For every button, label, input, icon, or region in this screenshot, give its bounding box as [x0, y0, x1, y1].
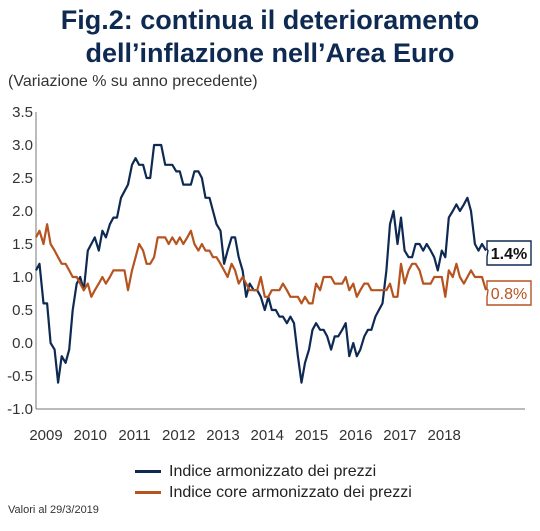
end-label-headline: 1.4% [491, 246, 527, 263]
chart-title-line1: Fig.2: continua il deterioramento [60, 5, 480, 35]
y-tick-label: 2.5 [12, 170, 33, 187]
x-tick-label: 2012 [162, 427, 195, 444]
legend-label-headline: Indice armonizzato dei prezzi [169, 462, 377, 480]
end-callout-core [486, 280, 532, 306]
x-tick-label: 2010 [74, 427, 107, 444]
x-tick-label: 2013 [206, 427, 239, 444]
series-line-core [35, 223, 488, 305]
legend-swatch-headline [135, 470, 161, 473]
end-callout-headline [486, 240, 532, 266]
chart-title: Fig.2: continua il deterioramento dell’i… [0, 4, 540, 70]
y-tick-label: -1.0 [7, 401, 33, 418]
legend-item-core: Indice core armonizzato dei prezzi [135, 482, 412, 503]
end-labels: 1.4% 0.8% [486, 240, 532, 306]
chart-title-line2: dell’inflazione nell’Area Euro [85, 38, 455, 68]
series-line-headline [35, 143, 487, 384]
y-tick-label: 1.5 [12, 236, 33, 253]
legend-swatch-core [135, 491, 161, 494]
y-tick-label: 0.5 [12, 302, 33, 319]
series-lines [35, 143, 488, 384]
y-tick-label: 1.0 [12, 269, 33, 286]
y-tick-label: 0.0 [12, 335, 33, 352]
y-tick-labels: 3.5 3.0 2.5 2.0 1.5 1.0 0.5 0.0 -0.5 -1.0 [7, 104, 33, 418]
footer-note: Valori al 29/3/2019 [8, 504, 99, 516]
y-tick-label: 2.0 [12, 203, 33, 220]
chart-subtitle: (Variazione % su anno precedente) [8, 73, 258, 90]
x-tick-label: 2016 [339, 427, 372, 444]
x-tick-label: 2015 [295, 427, 328, 444]
x-tick-label: 2011 [118, 427, 150, 444]
y-tick-label: 3.5 [12, 104, 33, 121]
x-tick-label: 2014 [251, 427, 284, 444]
x-tick-label: 2018 [428, 427, 461, 444]
x-tick-label: 2009 [29, 427, 62, 444]
y-tick-label: -0.5 [7, 368, 33, 385]
legend-label-core: Indice core armonizzato dei prezzi [169, 483, 412, 501]
x-tick-labels: 2009 2010 2011 2012 2013 2014 2015 2016 2017 2018 [29, 427, 461, 444]
y-tick-label: 3.0 [12, 137, 33, 154]
legend: Indice armonizzato dei prezzi Indice cor… [135, 461, 412, 503]
legend-item-headline: Indice armonizzato dei prezzi [135, 461, 412, 482]
end-label-core: 0.8% [491, 286, 527, 303]
x-tick-label: 2017 [383, 427, 416, 444]
